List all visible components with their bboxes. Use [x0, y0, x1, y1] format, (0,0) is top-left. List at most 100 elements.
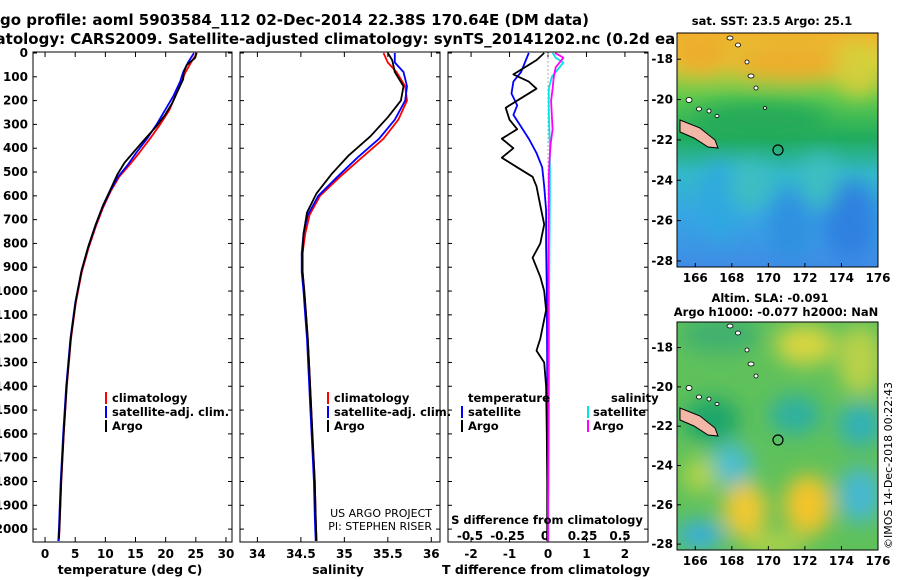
legend-label-climatology: climatology — [112, 391, 188, 405]
depth-tick-label: 1500 — [0, 403, 28, 417]
s-tick-label: 0 — [541, 529, 549, 543]
salinity-plot: 34 34.5 35 35.5 36 — [249, 52, 440, 561]
sla-map-field — [677, 322, 878, 550]
lat-tick-label: -26 — [651, 498, 673, 512]
x-tick-label: 5 — [71, 547, 79, 561]
lon-tick-label: 174 — [829, 554, 854, 568]
s-tick-label: -0.25 — [490, 529, 525, 543]
lon-tick-label: 170 — [756, 554, 781, 568]
lon-tick-label: 168 — [719, 271, 744, 285]
legend-label-s-satellite: satellite — [593, 405, 646, 419]
lon-tick-label: 166 — [683, 554, 708, 568]
credit-pi: PI: STEPHEN RISER — [328, 520, 432, 533]
title-line-1: Argo profile: aoml 5903584_112 02-Dec-20… — [0, 11, 589, 29]
lat-tick-label: -20 — [651, 93, 673, 107]
series-line-argo — [58, 52, 198, 539]
x-tick-label: 34 — [249, 547, 266, 561]
x-tick-label: 34.5 — [286, 547, 316, 561]
difference-xlabel: T difference from climatology — [442, 562, 650, 577]
lat-tick-label: -18 — [651, 52, 673, 66]
x-tick-label: 36 — [423, 547, 440, 561]
depth-tick-label: 1400 — [0, 379, 28, 393]
sla-map-title: Altim. SLA: -0.091 — [711, 291, 828, 305]
s-tick-label: -0.5 — [457, 529, 483, 543]
lat-tick-label: -24 — [651, 458, 673, 472]
imos-watermark: ©IMOS 14-Dec-2018 00:22:43 — [882, 382, 895, 549]
depth-tick-label: 200 — [3, 94, 28, 108]
lon-tick-label: 172 — [792, 554, 817, 568]
x-tick-label: 30 — [218, 547, 235, 561]
depth-tick-label: 2000 — [0, 522, 28, 536]
depth-tick-label: 1700 — [0, 451, 28, 465]
x-tick-label: 2 — [621, 547, 629, 561]
x-tick-label: 15 — [127, 547, 144, 561]
legend-label-argo: Argo — [112, 419, 143, 433]
depth-tick-label: 300 — [3, 117, 28, 131]
s-tick-label: 0.25 — [568, 529, 598, 543]
temperature-legend: climatology satellite-adj. clim. Argo — [105, 391, 229, 433]
x-tick-label: -1 — [503, 547, 516, 561]
legend-label-satellite: satellite-adj. clim. — [112, 405, 229, 419]
temperature-plot: 0 5 10 15 20 25 30 — [41, 52, 234, 561]
sst-map-title: sat. SST: 23.5 Argo: 25.1 — [692, 14, 852, 28]
lat-tick-label: -24 — [651, 173, 673, 187]
x-tick-label: 0 — [41, 547, 49, 561]
salinity-panel — [239, 51, 441, 543]
depth-tick-label: 800 — [3, 236, 28, 250]
sst-map-field — [677, 33, 878, 267]
lat-tick-label: -18 — [651, 341, 673, 355]
lon-tick-label: 176 — [865, 554, 890, 568]
sla-float-marker — [772, 434, 784, 446]
difference-legend: temperature salinity satellite Argo sate… — [461, 391, 659, 433]
legend-title-salinity: salinity — [611, 391, 659, 405]
credit-project: US ARGO PROJECT — [330, 507, 432, 520]
depth-tick-label: 1200 — [0, 332, 28, 346]
difference-plot: -2 -1 0 1 2 -0.5 -0.25 0 0.25 0.5 — [457, 52, 631, 561]
salinity-difference-label: S difference from climatology — [451, 513, 643, 527]
depth-tick-label: 1900 — [0, 498, 28, 512]
x-tick-label: 25 — [187, 547, 204, 561]
depth-tick-label: 500 — [3, 165, 28, 179]
sst-map-frame — [676, 32, 879, 268]
lat-tick-label: -22 — [651, 419, 673, 433]
sla-map-frame — [676, 321, 879, 551]
depth-tick-label: 0 — [20, 46, 28, 60]
x-tick-label: 20 — [157, 547, 174, 561]
sst-map-axes: 166 168 170 172 174 176 -18 -20 -22 -24 -26 -28 — [651, 52, 890, 285]
title-line-2: Climatology: CARS2009. Satellite-adjuste… — [0, 30, 717, 48]
depth-tick-label: 400 — [3, 141, 28, 155]
x-tick-label: 0 — [544, 547, 552, 561]
s-tick-label: 0.5 — [609, 529, 630, 543]
x-tick-label: 10 — [97, 547, 114, 561]
series-line-t-satellite — [510, 52, 549, 541]
lon-tick-label: 166 — [683, 271, 708, 285]
sst-float-marker — [772, 144, 784, 156]
temperature-panel — [32, 51, 233, 543]
x-tick-label: 35.5 — [373, 547, 403, 561]
lat-tick-label: -28 — [651, 254, 673, 268]
lon-tick-label: 170 — [756, 271, 781, 285]
depth-tick-label: 700 — [3, 213, 28, 227]
legend-label-argo: Argo — [334, 419, 365, 433]
depth-tick-label: 1600 — [0, 427, 28, 441]
x-tick-label: -2 — [464, 547, 477, 561]
depth-tick-label: 1100 — [0, 308, 28, 322]
depth-tick-label: 1300 — [0, 355, 28, 369]
legend-label-s-argo: Argo — [593, 419, 624, 433]
x-tick-label: 1 — [582, 547, 590, 561]
series-line-t-argo — [500, 52, 549, 541]
salinity-legend: climatology satellite-adj. clim. Argo — [327, 391, 451, 433]
lon-tick-label: 176 — [865, 271, 890, 285]
lat-tick-label: -22 — [651, 133, 673, 147]
x-tick-label: 35 — [336, 547, 353, 561]
legend-label-t-argo: Argo — [468, 419, 499, 433]
salinity-xlabel: salinity — [312, 562, 364, 577]
depth-axis: 0 100 200 300 400 500 600 700 800 900 1000 1100 1200… — [0, 46, 648, 536]
lon-tick-label: 168 — [719, 554, 744, 568]
series-line-s-argo — [547, 52, 565, 541]
sla-map-subtitle: Argo h1000: -0.077 h2000: NaN — [674, 305, 878, 319]
depth-tick-label: 900 — [3, 260, 28, 274]
legend-label-satellite: satellite-adj. clim. — [334, 405, 451, 419]
